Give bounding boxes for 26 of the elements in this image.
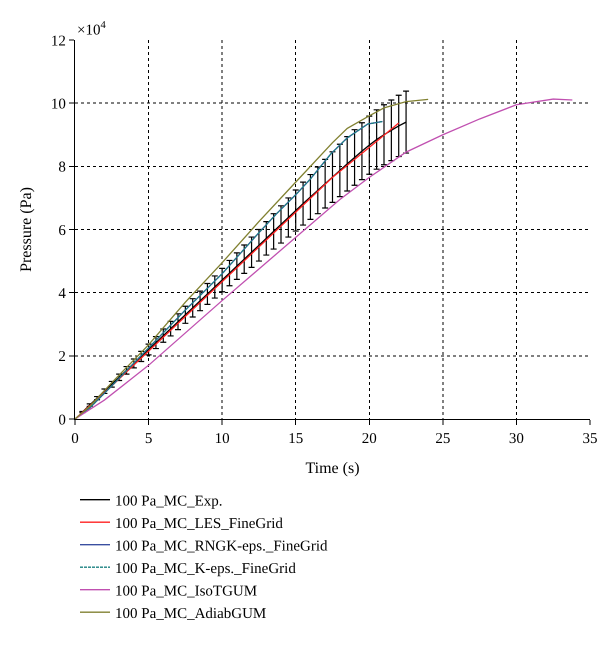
x-tick-label: 25 [435,431,450,448]
y-tick-label: 12 [50,33,66,50]
y-tick-label: 4 [58,286,66,302]
legend-label: 100 Pa_MC_LES_FineGrid [115,516,284,532]
y-tick-label: 8 [58,160,66,176]
x-tick-label: 5 [144,431,152,448]
y-tick-label: 2 [58,349,66,366]
legend-label: 100 Pa_MC_Exp. [115,494,223,510]
legend-label: 100 Pa_MC_RNGK-eps._FineGrid [115,538,328,555]
x-tick-label: 15 [288,431,304,448]
x-tick-label: 10 [214,431,230,448]
x-tick-label: 0 [71,431,79,448]
line-series [75,98,573,419]
y-tick-label: 0 [58,412,66,428]
y-tick-label: 6 [58,222,66,239]
x-tick-label: 35 [582,431,598,448]
y-axis-title: Pressure (Pa) [18,187,35,272]
x-axis-title: Time (s) [305,460,360,477]
x-tick-label: 20 [362,431,377,448]
text: ×10$^{4}$ [77,20,106,38]
legend-label: 100 Pa_MC_AdiabGUM [115,606,266,622]
legend-label: 100 Pa_MC_K-eps._FineGrid [115,561,296,578]
y-tick-label: 10 [50,96,66,112]
legend-label: 100 Pa_MC_IsoTGUM [115,584,258,600]
line-series [75,98,429,419]
x-tick-label: 30 [508,431,524,448]
